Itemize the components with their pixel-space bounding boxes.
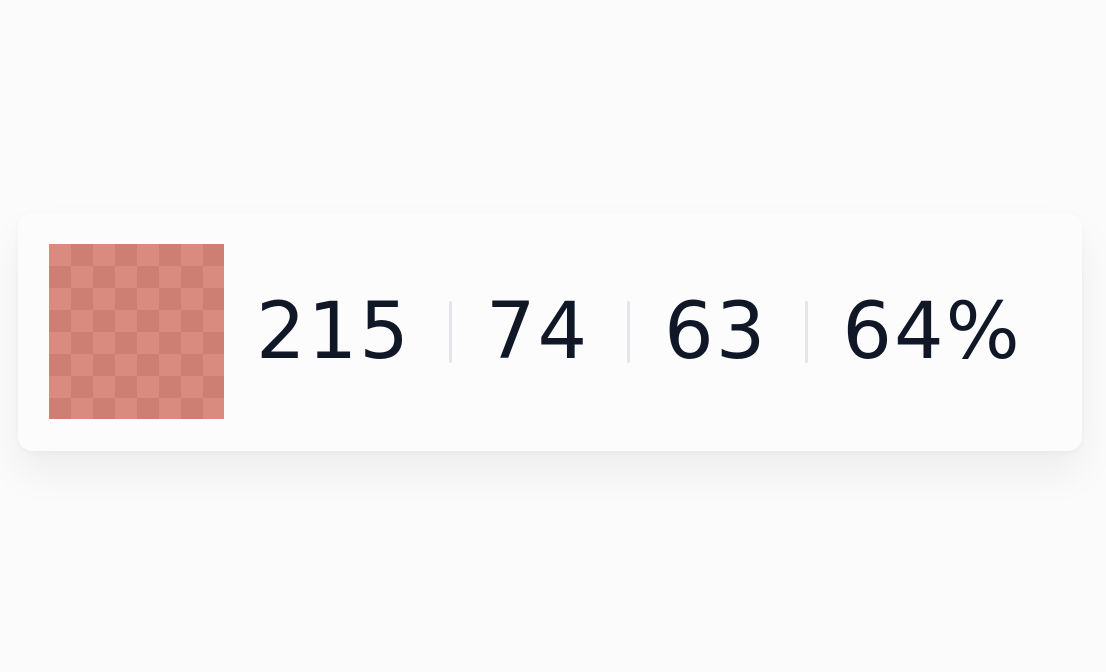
green-value: 74 xyxy=(485,287,590,377)
rgba-values: 215 74 63 64% xyxy=(256,213,1022,451)
red-value: 215 xyxy=(256,287,411,377)
alpha-value: 64% xyxy=(842,287,1022,377)
color-card: 215 74 63 64% xyxy=(18,213,1082,451)
value-divider xyxy=(805,301,809,363)
blue-value: 63 xyxy=(664,287,768,377)
value-divider xyxy=(627,301,631,363)
value-divider xyxy=(448,301,452,363)
color-swatch[interactable] xyxy=(49,244,224,419)
